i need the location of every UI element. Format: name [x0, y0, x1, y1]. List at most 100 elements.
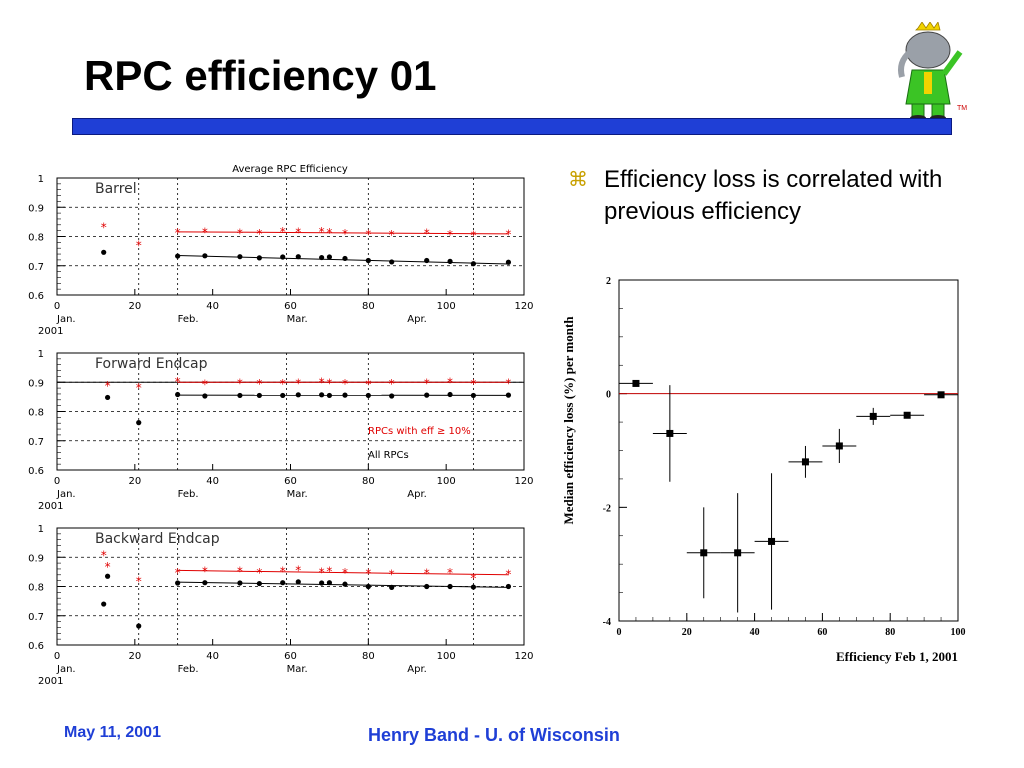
- year-label: 2001: [38, 326, 63, 337]
- data-point-dot: [470, 392, 477, 399]
- data-point-star: *: [280, 564, 286, 578]
- data-point-star: *: [237, 226, 243, 240]
- x-tick-label: 80: [362, 651, 375, 662]
- data-point-star: *: [101, 220, 107, 234]
- month-label: Jan.: [56, 314, 76, 325]
- data-point-star: *: [237, 376, 243, 390]
- year-label: 2001: [38, 501, 63, 512]
- data-point-dot: [237, 580, 243, 586]
- panel-top: Average RPC Efficiency 0.6 0.7 0.8 0.9 1 0 20 40…: [28, 164, 533, 337]
- data-point-star: *: [447, 566, 453, 580]
- legend-black-series: All RPCs: [368, 450, 409, 461]
- data-point-star: *: [319, 376, 325, 390]
- y-tick-label: -4: [603, 617, 611, 628]
- data-point-dot: [326, 254, 333, 260]
- x-tick-label: 100: [437, 301, 456, 312]
- y-tick-label: 0.7: [28, 262, 44, 273]
- y-tick-label: 0.9: [28, 378, 44, 389]
- data-point-dot: [319, 580, 325, 586]
- data-point-dot: [104, 394, 111, 401]
- slide-title: RPC efficiency 01: [84, 52, 437, 99]
- data-point-dot: [101, 249, 107, 255]
- y-axis-label: Median efficiency loss (%) per month: [561, 316, 576, 525]
- data-point-star: *: [136, 575, 142, 589]
- month-label: Jan.: [56, 489, 76, 500]
- data-point-dot: [389, 259, 395, 265]
- data-point-star: *: [295, 564, 301, 578]
- data-point-star: *: [470, 229, 476, 243]
- data-point-dot: [256, 392, 262, 399]
- data-point-dot: [424, 392, 430, 398]
- data-point-star: *: [202, 564, 208, 578]
- data-point-star: *: [175, 375, 181, 389]
- data-point-star: *: [505, 376, 511, 390]
- data-point-square: [937, 391, 945, 399]
- data-point-dot: [505, 583, 512, 590]
- data-point-dot: [470, 261, 477, 267]
- x-tick-label: 100: [437, 651, 456, 662]
- y-tick-label: -2: [603, 503, 611, 514]
- data-point-star: *: [295, 226, 301, 240]
- y-tick-label: 0.7: [28, 612, 44, 623]
- month-label: Mar.: [287, 664, 308, 675]
- x-tick-label: 20: [128, 476, 141, 487]
- data-point-dot: [237, 254, 243, 260]
- y-tick-label: 0: [606, 390, 611, 401]
- panel-middle: 0.6 0.7 0.8 0.9 1 0 20 40 60 80 100 120 Jan. Feb. Mar.…: [28, 349, 533, 512]
- data-point-dot: [104, 573, 111, 579]
- x-tick-label: 20: [128, 301, 141, 312]
- x-tick-label: 20: [682, 627, 692, 638]
- y-tick-label: 2: [606, 276, 611, 287]
- fit-line: [177, 231, 509, 235]
- data-point-star: *: [470, 377, 476, 391]
- panel-label: Barrel: [95, 181, 137, 197]
- data-point-star: *: [326, 226, 332, 240]
- x-tick-label: 40: [206, 651, 219, 662]
- data-point-dot: [256, 255, 262, 261]
- data-point-star: *: [365, 378, 371, 392]
- data-point-star: *: [280, 225, 286, 239]
- data-point-star: *: [342, 227, 348, 241]
- x-tick-label: 0: [617, 627, 622, 638]
- efficiency-time-series-charts: Average RPC Efficiency 0.6 0.7 0.8 0.9 1 0 20 40…: [28, 164, 533, 687]
- month-label: Apr.: [407, 664, 427, 675]
- data-point-star: *: [105, 379, 111, 393]
- data-point-dot: [342, 392, 348, 398]
- data-point-dot: [326, 580, 333, 586]
- data-point-dot: [256, 580, 262, 587]
- x-tick-label: 40: [206, 301, 219, 312]
- data-point-dot: [175, 391, 181, 398]
- x-tick-label: 0: [54, 476, 60, 487]
- x-tick-label: 0: [54, 301, 60, 312]
- x-tick-label: 80: [362, 476, 375, 487]
- data-point-square: [734, 549, 742, 557]
- data-point-dot: [280, 580, 286, 586]
- data-point-star: *: [175, 566, 181, 580]
- babar-elephant-logo-icon: [898, 22, 963, 121]
- month-label: Apr.: [407, 314, 427, 325]
- data-point-dot: [326, 392, 333, 399]
- data-point-star: *: [389, 228, 395, 242]
- chart-title: Average RPC Efficiency: [232, 164, 348, 175]
- data-point-square: [903, 411, 911, 419]
- x-tick-label: 60: [284, 651, 297, 662]
- title-underline-bar: [72, 118, 952, 135]
- y-tick-label: 0.8: [28, 583, 44, 594]
- data-point-star: *: [256, 377, 262, 391]
- data-point-dot: [175, 580, 181, 586]
- data-point-star: *: [365, 228, 371, 242]
- year-label: 2001: [38, 676, 63, 687]
- data-point-dot: [505, 392, 512, 398]
- data-point-star: *: [101, 548, 107, 562]
- month-label: Feb.: [178, 314, 199, 325]
- data-point-dot: [101, 601, 107, 607]
- bullet-symbol-icon: ⌘: [568, 169, 588, 191]
- data-point-dot: [447, 391, 453, 398]
- data-point-star: *: [295, 376, 301, 390]
- y-tick-label: 0.7: [28, 437, 44, 448]
- x-tick-label: 40: [750, 627, 760, 638]
- data-point-dot: [389, 393, 395, 399]
- data-point-star: *: [256, 566, 262, 580]
- data-point-square: [700, 549, 708, 557]
